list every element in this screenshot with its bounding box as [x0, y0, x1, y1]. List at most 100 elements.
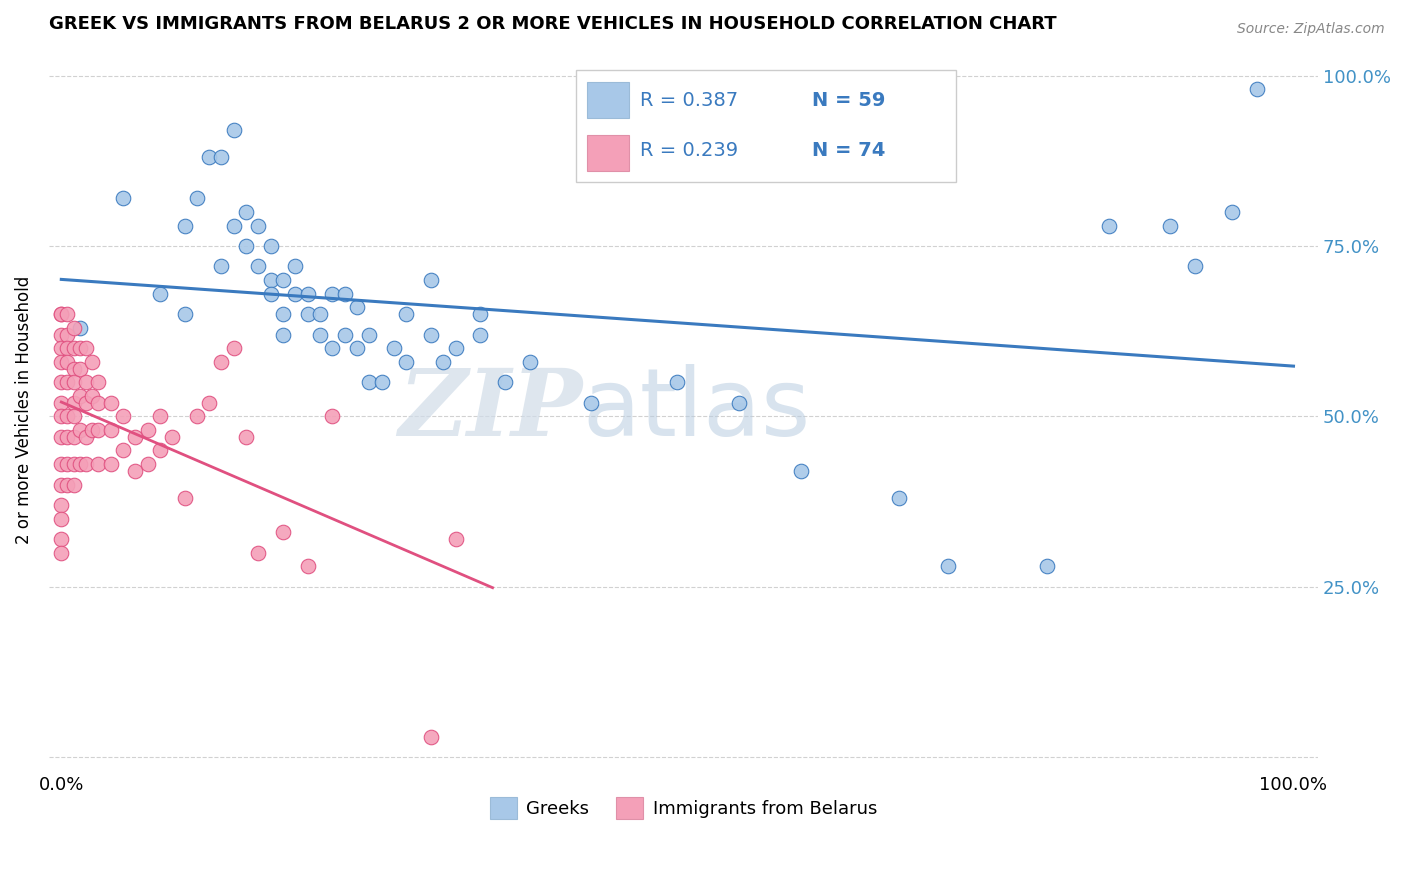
Point — [82, 389, 104, 403]
Point — [309, 327, 332, 342]
Point — [173, 491, 195, 505]
Point — [100, 457, 122, 471]
Point — [56, 376, 79, 390]
Point — [321, 341, 343, 355]
Point — [51, 327, 73, 342]
Point — [69, 389, 91, 403]
Point — [1098, 219, 1121, 233]
Point — [321, 286, 343, 301]
Point — [160, 430, 183, 444]
Point — [56, 327, 79, 342]
Point — [284, 260, 307, 274]
Point — [271, 273, 294, 287]
Point — [149, 443, 172, 458]
Point — [56, 409, 79, 424]
Point — [235, 239, 257, 253]
Point — [87, 423, 110, 437]
Point — [346, 341, 368, 355]
Point — [136, 457, 159, 471]
Point — [395, 307, 418, 321]
Point — [186, 409, 208, 424]
Point — [111, 191, 134, 205]
Point — [247, 260, 270, 274]
Point — [173, 219, 195, 233]
Point — [333, 286, 356, 301]
Point — [186, 191, 208, 205]
Point — [211, 260, 233, 274]
Point — [62, 320, 84, 334]
Point — [284, 286, 307, 301]
Point — [51, 355, 73, 369]
Point — [579, 396, 602, 410]
Point — [51, 307, 73, 321]
Point — [51, 341, 73, 355]
Point — [297, 307, 319, 321]
Point — [62, 409, 84, 424]
Point — [82, 423, 104, 437]
Point — [51, 477, 73, 491]
Point — [222, 341, 245, 355]
Point — [62, 477, 84, 491]
Point — [51, 409, 73, 424]
Point — [56, 457, 79, 471]
Point — [87, 376, 110, 390]
Point — [69, 361, 91, 376]
Point — [420, 273, 443, 287]
Point — [519, 355, 541, 369]
Point — [136, 423, 159, 437]
Point — [247, 546, 270, 560]
Point — [1246, 82, 1268, 96]
Point — [100, 423, 122, 437]
Point — [56, 477, 79, 491]
Point — [789, 464, 811, 478]
Point — [62, 376, 84, 390]
Y-axis label: 2 or more Vehicles in Household: 2 or more Vehicles in Household — [15, 276, 32, 544]
Point — [51, 430, 73, 444]
Point — [56, 341, 79, 355]
Point — [75, 457, 97, 471]
Point — [470, 307, 492, 321]
Point — [69, 457, 91, 471]
Point — [82, 355, 104, 369]
Point — [271, 525, 294, 540]
Point — [100, 396, 122, 410]
Point — [62, 341, 84, 355]
Point — [69, 423, 91, 437]
Point — [938, 559, 960, 574]
Point — [260, 239, 283, 253]
Point — [75, 376, 97, 390]
Point — [56, 355, 79, 369]
Point — [51, 376, 73, 390]
Text: atlas: atlas — [582, 364, 810, 456]
Point — [297, 286, 319, 301]
Point — [62, 457, 84, 471]
Point — [198, 151, 221, 165]
Point — [247, 219, 270, 233]
Point — [359, 376, 381, 390]
Point — [56, 430, 79, 444]
Point — [444, 341, 467, 355]
Point — [432, 355, 454, 369]
Point — [51, 457, 73, 471]
Point — [420, 730, 443, 744]
Text: ZIP: ZIP — [398, 365, 582, 455]
Point — [51, 546, 73, 560]
Point — [69, 320, 91, 334]
Point — [260, 273, 283, 287]
Point — [124, 430, 146, 444]
Point — [51, 498, 73, 512]
Point — [382, 341, 405, 355]
Point — [235, 430, 257, 444]
Point — [222, 123, 245, 137]
Point — [309, 307, 332, 321]
Point — [87, 457, 110, 471]
Legend: Greeks, Immigrants from Belarus: Greeks, Immigrants from Belarus — [484, 790, 884, 827]
Point — [494, 376, 516, 390]
Point — [444, 532, 467, 546]
Point — [56, 307, 79, 321]
Point — [271, 307, 294, 321]
Text: Source: ZipAtlas.com: Source: ZipAtlas.com — [1237, 22, 1385, 37]
Point — [333, 327, 356, 342]
Point — [62, 396, 84, 410]
Point — [211, 355, 233, 369]
